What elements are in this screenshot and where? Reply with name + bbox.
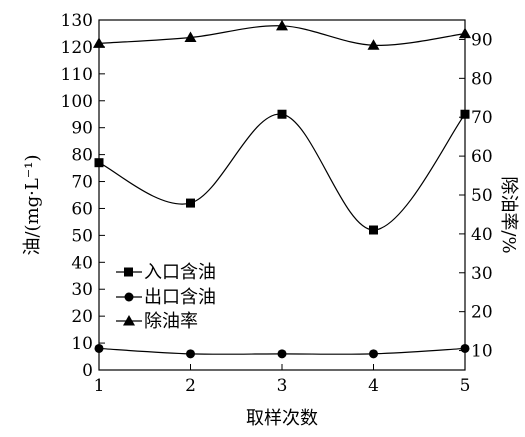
square-point — [186, 198, 195, 208]
x-tick-label: 4 — [368, 376, 379, 396]
x-tick-label: 5 — [460, 376, 471, 396]
y2-tick-label: 80 — [471, 69, 493, 89]
square-point — [94, 158, 104, 168]
legend-circle-marker — [124, 292, 134, 302]
circle-point — [369, 349, 378, 359]
y2-tick-label: 90 — [471, 30, 493, 50]
y-axis-label: 油/(mg·L⁻¹) — [22, 154, 43, 255]
y-tick-label: 40 — [71, 253, 93, 273]
legend-item-removal-rate: 除油率 — [116, 311, 198, 332]
y-tick-label: 30 — [71, 280, 93, 300]
y-tick-label: 60 — [71, 199, 93, 219]
y-tick-label: 120 — [61, 38, 93, 58]
triangle-point — [459, 27, 471, 39]
y-tick-label: 0 — [82, 361, 93, 381]
circle-point — [460, 343, 470, 353]
y-tick-label: 80 — [71, 146, 93, 166]
square-point — [460, 109, 470, 119]
y-tick-label: 90 — [71, 119, 93, 139]
y-tick-label: 70 — [71, 173, 93, 193]
y-tick-label: 110 — [61, 65, 93, 85]
y-tick-label: 130 — [61, 11, 93, 31]
y2-axis-label: 除油率/% — [498, 176, 519, 253]
y2-tick-label: 30 — [471, 264, 493, 284]
circle-point — [186, 349, 195, 359]
y2-tick-label: 40 — [471, 225, 493, 245]
y2-tick-label: 50 — [471, 186, 493, 206]
series-curve-0 — [98, 113, 466, 231]
y2-tick-label: 70 — [471, 108, 493, 128]
square-point — [369, 225, 378, 235]
legend-label-removal-rate: 除油率 — [144, 311, 198, 332]
legend-label-inlet: 入口含油 — [144, 262, 216, 283]
y2-tick-label: 20 — [471, 303, 493, 323]
markers-layer — [93, 19, 471, 359]
y-tick-label: 100 — [61, 92, 93, 112]
y2-tick-label: 10 — [471, 342, 493, 362]
x-axis-label: 取样次数 — [246, 408, 318, 429]
square-point — [277, 109, 287, 119]
legend-triangle-marker — [123, 315, 135, 326]
x-tick-label: 1 — [94, 376, 105, 396]
circle-point — [277, 349, 287, 359]
circle-point — [94, 343, 104, 353]
y-tick-label: 50 — [71, 226, 93, 246]
triangle-point — [276, 19, 288, 31]
x-tick-label: 2 — [185, 376, 196, 396]
ticks-layer: 0 10 20 30 40 50 60 70 80 90 100 110 120 130 10 20 30 40 5… — [61, 11, 493, 396]
x-tick-label: 3 — [277, 376, 288, 396]
y-tick-label: 10 — [71, 334, 93, 354]
triangle-point — [367, 39, 380, 50]
legend-item-outlet: 出口含油 — [116, 287, 216, 308]
y-tick-label: 20 — [71, 307, 93, 327]
legend: 入口含油 出口含油 除油率 — [116, 262, 216, 332]
triangle-point — [184, 31, 197, 42]
legend-square-marker — [124, 267, 133, 277]
legend-item-inlet: 入口含油 — [116, 262, 216, 283]
triangle-point — [93, 37, 105, 48]
y2-tick-label: 60 — [471, 147, 493, 167]
legend-label-outlet: 出口含油 — [144, 287, 216, 308]
